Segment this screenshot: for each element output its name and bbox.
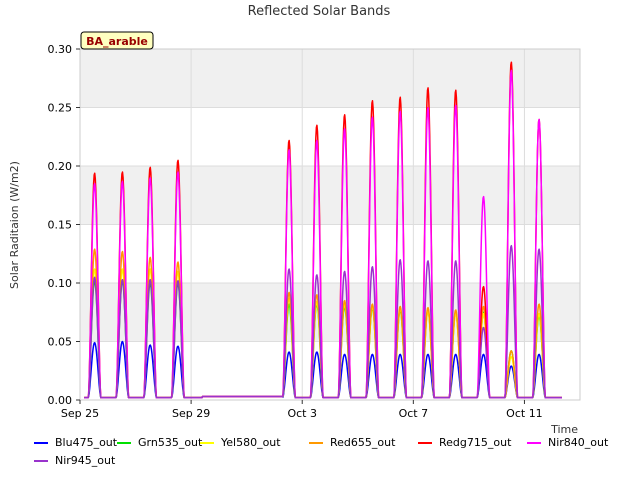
- y-tick-label: 0.05: [48, 336, 73, 349]
- x-tick-label: Oct 7: [399, 407, 429, 420]
- legend-swatch: [200, 441, 214, 444]
- legend-swatch: [117, 441, 131, 444]
- legend-swatch: [527, 441, 541, 444]
- legend-label: Yel580_out: [221, 436, 281, 449]
- series-layer: [83, 61, 563, 399]
- legend-item: Nir840_out: [527, 436, 608, 449]
- legend-swatch: [34, 459, 48, 462]
- x-tick-label: Sep 25: [61, 407, 99, 420]
- y-tick-label: 0.25: [48, 102, 73, 115]
- series-line-nir945_out: [83, 244, 563, 399]
- site-badge: BA_arable: [80, 31, 154, 50]
- legend-label: Blu475_out: [55, 436, 118, 449]
- y-tick-label: 0.00: [48, 394, 73, 407]
- y-tick-label: 0.10: [48, 277, 73, 290]
- legend-label: Grn535_out: [138, 436, 203, 449]
- x-tick-label: Oct 3: [287, 407, 317, 420]
- legend-item: Blu475_out: [34, 436, 117, 449]
- legend-swatch: [309, 441, 323, 444]
- legend-swatch: [34, 441, 48, 444]
- legend-label: Redg715_out: [439, 436, 512, 449]
- chart-title: Reflected Solar Bands: [248, 4, 391, 19]
- legend-item: Redg715_out: [418, 436, 511, 449]
- x-tick-label: Sep 29: [172, 407, 210, 420]
- y-tick-label: 0.15: [48, 219, 73, 232]
- legend-swatch: [418, 441, 432, 444]
- legend-item: Grn535_out: [117, 436, 202, 449]
- plot-band: [80, 166, 580, 225]
- site-badge-label: BA_arable: [86, 35, 148, 48]
- x-axis-label: Time: [550, 423, 578, 436]
- y-tick-label: 0.20: [48, 160, 73, 173]
- x-axis: Sep 25 Sep 29 Oct 3 Oct 7 Oct 11: [61, 400, 543, 420]
- legend-item: Yel580_out: [200, 436, 281, 449]
- y-tick-label: 0.30: [48, 43, 73, 56]
- plot-band: [80, 283, 580, 342]
- legend-label: Nir945_out: [55, 454, 116, 467]
- y-axis-label: Solar Raditaion (W/m2): [8, 161, 21, 289]
- legend-item: Nir945_out: [34, 454, 115, 467]
- plot-band: [80, 49, 580, 108]
- x-tick-label: Oct 11: [506, 407, 543, 420]
- y-axis: 0.00 0.05 0.10 0.15 0.20 0.25 0.30: [48, 43, 80, 407]
- legend-label: Nir840_out: [548, 436, 609, 449]
- legend-label: Red655_out: [330, 436, 396, 449]
- legend-item: Red655_out: [309, 436, 395, 449]
